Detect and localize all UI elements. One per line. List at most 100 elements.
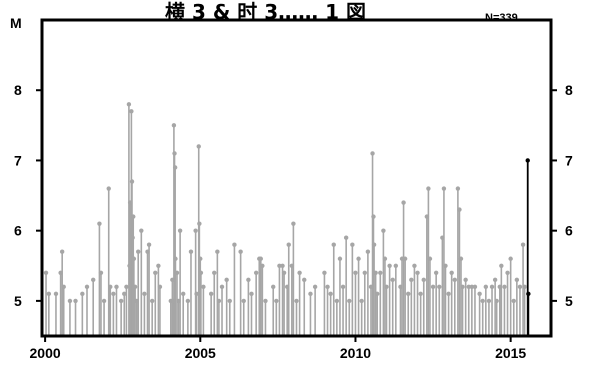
event-point — [449, 270, 454, 275]
event-point — [499, 263, 504, 268]
event-point — [486, 298, 492, 304]
event-point — [216, 298, 222, 304]
event-point — [146, 242, 152, 247]
latest-event-point — [525, 158, 530, 163]
event-point — [176, 298, 181, 304]
event-point — [246, 277, 251, 283]
plot-frame — [40, 18, 553, 338]
event-point — [198, 270, 204, 275]
y-tick-label-left: 5 — [14, 293, 22, 309]
event-point — [124, 284, 129, 290]
event-point — [171, 298, 176, 304]
event-point — [378, 270, 383, 275]
event-point — [517, 284, 523, 290]
event-point — [325, 284, 330, 290]
event-point — [131, 214, 136, 219]
event-point — [302, 277, 307, 283]
event-point — [373, 270, 378, 275]
event-point — [374, 291, 380, 297]
y-tick-label-left: 6 — [14, 223, 22, 239]
event-point — [399, 256, 405, 261]
event-point — [91, 277, 96, 283]
event-point — [406, 291, 411, 297]
event-point — [227, 298, 232, 304]
event-point — [427, 256, 433, 261]
event-point — [483, 284, 489, 290]
event-point — [173, 256, 178, 261]
event-point — [328, 291, 333, 297]
event-point — [291, 221, 296, 226]
event-point — [212, 270, 217, 275]
event-point — [418, 291, 423, 297]
event-point — [280, 263, 285, 268]
event-point — [492, 277, 498, 283]
event-point — [59, 249, 65, 254]
event-point — [437, 284, 442, 290]
event-point — [308, 291, 313, 297]
event-point — [289, 263, 295, 268]
event-point — [127, 263, 132, 268]
event-point — [73, 298, 78, 304]
event-point — [249, 291, 254, 297]
x-tick-label: 2005 — [185, 345, 216, 361]
event-point — [171, 123, 177, 128]
event-point — [149, 298, 155, 304]
event-point — [263, 298, 268, 304]
event-point — [122, 291, 127, 297]
event-point — [371, 242, 377, 247]
y-axis-label: M — [10, 15, 22, 31]
event-point — [139, 228, 144, 233]
x-tick-label: 2015 — [495, 345, 526, 361]
event-point — [197, 221, 202, 226]
event-point — [347, 298, 352, 304]
event-point — [368, 284, 374, 290]
event-point — [106, 186, 111, 191]
event-point — [172, 165, 178, 170]
event-point — [58, 270, 63, 275]
event-point — [334, 298, 340, 304]
event-point — [522, 284, 527, 290]
event-point — [514, 277, 520, 283]
event-point — [43, 270, 49, 275]
event-point — [294, 298, 299, 304]
event-point — [489, 284, 495, 290]
event-point — [128, 228, 133, 233]
event-point — [177, 228, 183, 233]
event-point — [480, 298, 485, 304]
event-point — [274, 298, 279, 304]
event-point — [84, 284, 90, 290]
y-tick-label-right: 6 — [565, 223, 573, 239]
event-point — [284, 284, 290, 290]
event-point — [258, 256, 264, 261]
event-point — [401, 200, 406, 205]
event-point — [382, 256, 388, 261]
event-point — [201, 284, 206, 290]
axis-ticks — [36, 89, 557, 342]
event-point — [156, 263, 161, 268]
event-point — [520, 242, 526, 247]
event-point — [174, 270, 180, 275]
event-point — [170, 277, 175, 283]
event-point — [241, 298, 246, 304]
event-markers — [43, 102, 531, 304]
event-point — [108, 284, 113, 290]
event-point — [97, 221, 102, 226]
event-point — [390, 277, 395, 283]
event-point — [297, 270, 302, 275]
event-point — [98, 270, 104, 275]
event-point — [322, 270, 327, 275]
event-point — [371, 214, 376, 219]
event-point — [129, 179, 135, 184]
event-point — [130, 235, 135, 240]
event-point — [134, 298, 139, 304]
event-point — [415, 270, 420, 275]
event-point — [412, 263, 417, 268]
event-point — [238, 249, 243, 254]
y-tick-label-left: 7 — [14, 152, 22, 168]
x-tick-label: 2010 — [340, 345, 371, 361]
event-point — [457, 207, 462, 212]
event-point — [185, 298, 191, 304]
event-point — [114, 284, 119, 290]
event-stems — [45, 104, 530, 336]
